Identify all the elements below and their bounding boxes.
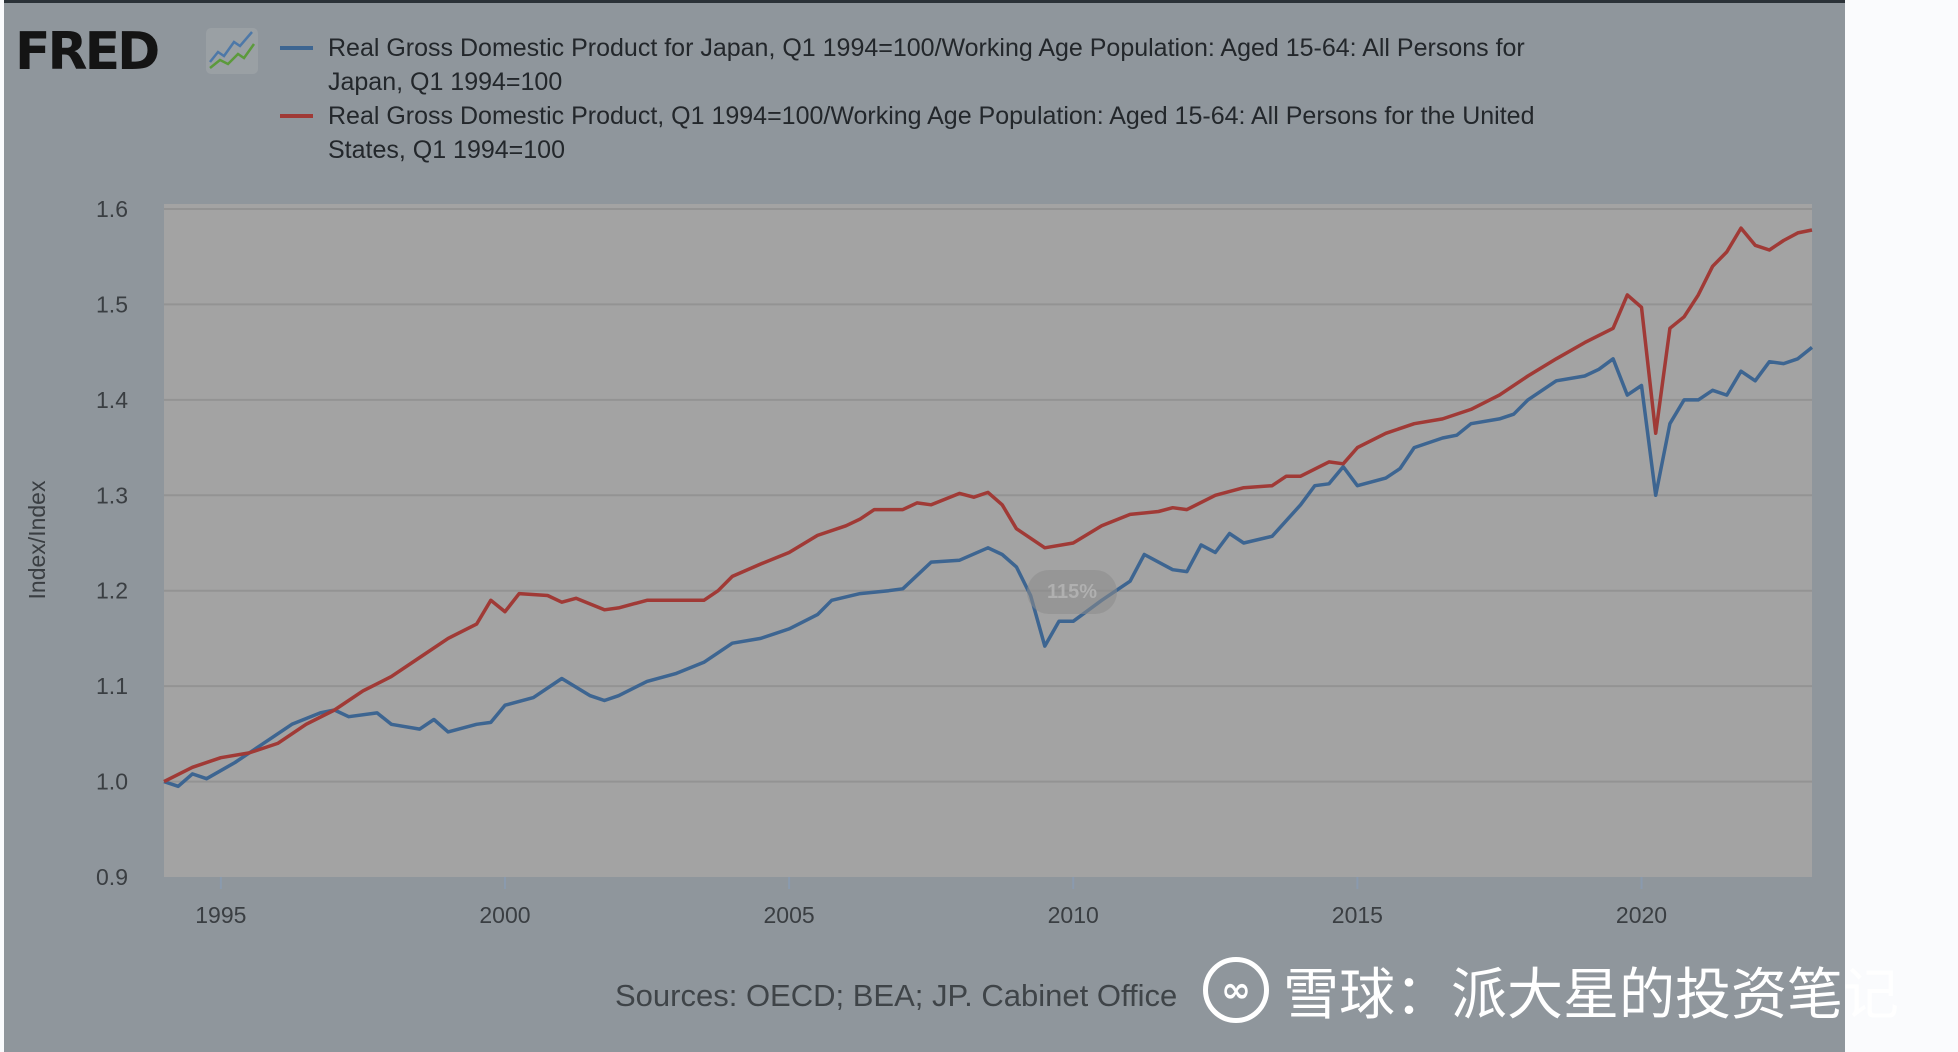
chart-line-icon	[206, 28, 258, 74]
x-tick-label: 2010	[1048, 902, 1099, 928]
plot-area	[164, 204, 1812, 877]
y-tick-label: 0.9	[96, 864, 128, 890]
sources-note: Sources: OECD; BEA; JP. Cabinet Office	[615, 978, 1178, 1013]
xueqiu-logo-icon: ∞	[1203, 957, 1269, 1023]
y-tick-label: 1.1	[96, 673, 128, 699]
y-tick-label: 1.4	[96, 387, 128, 413]
legend-label-line: States, Q1 1994=100	[328, 136, 565, 164]
x-tick-label: 2005	[764, 902, 815, 928]
x-tick-label: 2020	[1616, 902, 1667, 928]
x-tick-label: 2015	[1332, 902, 1383, 928]
legend-label-line: Real Gross Domestic Product for Japan, Q…	[328, 34, 1525, 62]
y-tick-label: 1.5	[96, 291, 128, 317]
legend-label-us[interactable]: Real Gross Domestic Product, Q1 1994=100…	[328, 99, 1534, 167]
legend-label-line: Japan, Q1 1994=100	[328, 68, 563, 96]
legend-label-line: Real Gross Domestic Product, Q1 1994=100…	[328, 102, 1535, 130]
y-tick-label: 1.0	[96, 769, 128, 795]
series-line-us[interactable]	[163, 226, 1813, 784]
legend-label-japan[interactable]: Real Gross Domestic Product for Japan, Q…	[328, 31, 1525, 99]
x-tick-label: 1995	[195, 902, 246, 928]
y-tick-label: 1.3	[96, 482, 128, 508]
watermark-text: 雪球：派大星的投资笔记	[1283, 962, 1899, 1028]
y-tick-label: 1.6	[96, 196, 128, 222]
legend-swatch-us	[280, 114, 313, 118]
legend-swatch-japan	[280, 46, 313, 50]
series-line-japan[interactable]	[163, 346, 1814, 789]
y-tick-label: 1.2	[96, 578, 128, 604]
y-axis-label: Index/Index	[24, 480, 50, 599]
fred-logo[interactable]: FRED	[15, 22, 160, 82]
zoom-level-badge: 115%	[1027, 570, 1117, 614]
x-tick-label: 2000	[479, 902, 530, 928]
watermark: ∞ 雪球：派大星的投资笔记	[1203, 950, 1899, 1030]
